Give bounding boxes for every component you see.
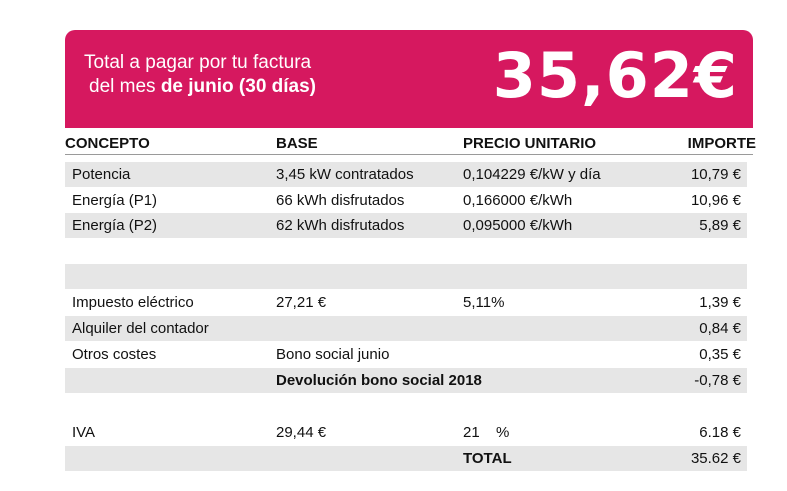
cell-importe: 10,79 € bbox=[690, 166, 741, 183]
cell-importe: 5,89 € bbox=[699, 217, 741, 234]
cell-precio: 5,11% bbox=[463, 294, 505, 311]
cell-percent-sign: % bbox=[496, 424, 510, 441]
row-empty-spacer bbox=[65, 264, 747, 289]
total-importe: 35.62 € bbox=[690, 450, 741, 467]
banner-title-line1: Total a pagar por tu factura bbox=[84, 52, 312, 73]
row-potencia: Potencia 3,45 kW contratados 0,104229 €/… bbox=[65, 162, 747, 187]
cell-importe: -0,78 € bbox=[694, 372, 741, 389]
banner-line2-prefix: del mes bbox=[89, 76, 161, 97]
cell-concepto: Impuesto eléctrico bbox=[72, 294, 194, 311]
row-impuesto-electrico: Impuesto eléctrico 27,21 € 5,11% 1,39 € bbox=[65, 290, 747, 315]
cell-importe: 0,35 € bbox=[699, 346, 741, 363]
banner-title-line2: del mes de junio (30 días) bbox=[89, 75, 316, 99]
cell-concepto: IVA bbox=[72, 424, 96, 441]
header-base: BASE bbox=[276, 135, 318, 152]
cell-precio: 21 bbox=[463, 424, 480, 441]
table-header: CONCEPTO BASE PRECIO UNITARIO IMPORTE bbox=[65, 133, 756, 155]
cell-precio: 0,166000 €/kWh bbox=[463, 192, 573, 209]
cell-importe: 10,96 € bbox=[690, 192, 741, 209]
cell-concepto: Alquiler del contador bbox=[72, 320, 209, 337]
row-energia-p2: Energía (P2) 62 kWh disfrutados 0,095000… bbox=[65, 213, 747, 238]
cell-precio: 0,104229 €/kW y día bbox=[463, 166, 601, 183]
total-banner: Total a pagar por tu factura del mes de … bbox=[65, 30, 753, 128]
cell-importe: 6.18 € bbox=[699, 424, 741, 441]
header-precio-unitario: PRECIO UNITARIO bbox=[463, 135, 597, 152]
header-concepto: CONCEPTO bbox=[65, 135, 150, 152]
row-iva: IVA 29,44 € 21 % 6.18 € bbox=[65, 420, 747, 445]
row-otros-costes: Otros costes Bono social junio 0,35 € bbox=[65, 342, 747, 367]
cell-concepto: Potencia bbox=[72, 166, 131, 183]
cell-base: 29,44 € bbox=[276, 424, 327, 441]
cell-base: Devolución bono social 2018 bbox=[276, 372, 482, 389]
total-label: TOTAL bbox=[463, 450, 512, 467]
cell-importe: 0,84 € bbox=[699, 320, 741, 337]
cell-base: Bono social junio bbox=[276, 346, 390, 363]
cell-base: 62 kWh disfrutados bbox=[276, 217, 405, 234]
cell-concepto: Energía (P2) bbox=[72, 217, 158, 234]
header-importe: IMPORTE bbox=[687, 135, 756, 152]
cell-importe: 1,39 € bbox=[699, 294, 741, 311]
row-alquiler-contador: Alquiler del contador 0,84 € bbox=[65, 316, 747, 341]
cell-concepto: Energía (P1) bbox=[72, 192, 158, 209]
cell-precio: 0,095000 €/kWh bbox=[463, 217, 573, 234]
row-energia-p1: Energía (P1) 66 kWh disfrutados 0,166000… bbox=[65, 188, 747, 213]
header-divider bbox=[65, 154, 753, 155]
cell-concepto: Otros costes bbox=[72, 346, 157, 363]
banner-period: de junio (30 días) bbox=[160, 76, 317, 97]
cell-base: 27,21 € bbox=[276, 294, 327, 311]
row-devolucion-bono: Devolución bono social 2018 -0,78 € bbox=[65, 368, 747, 393]
total-amount: 35,62€ bbox=[492, 39, 738, 112]
cell-base: 3,45 kW contratados bbox=[276, 166, 414, 183]
cell-base: 66 kWh disfrutados bbox=[276, 192, 405, 209]
row-total: TOTAL 35.62 € bbox=[65, 446, 747, 471]
